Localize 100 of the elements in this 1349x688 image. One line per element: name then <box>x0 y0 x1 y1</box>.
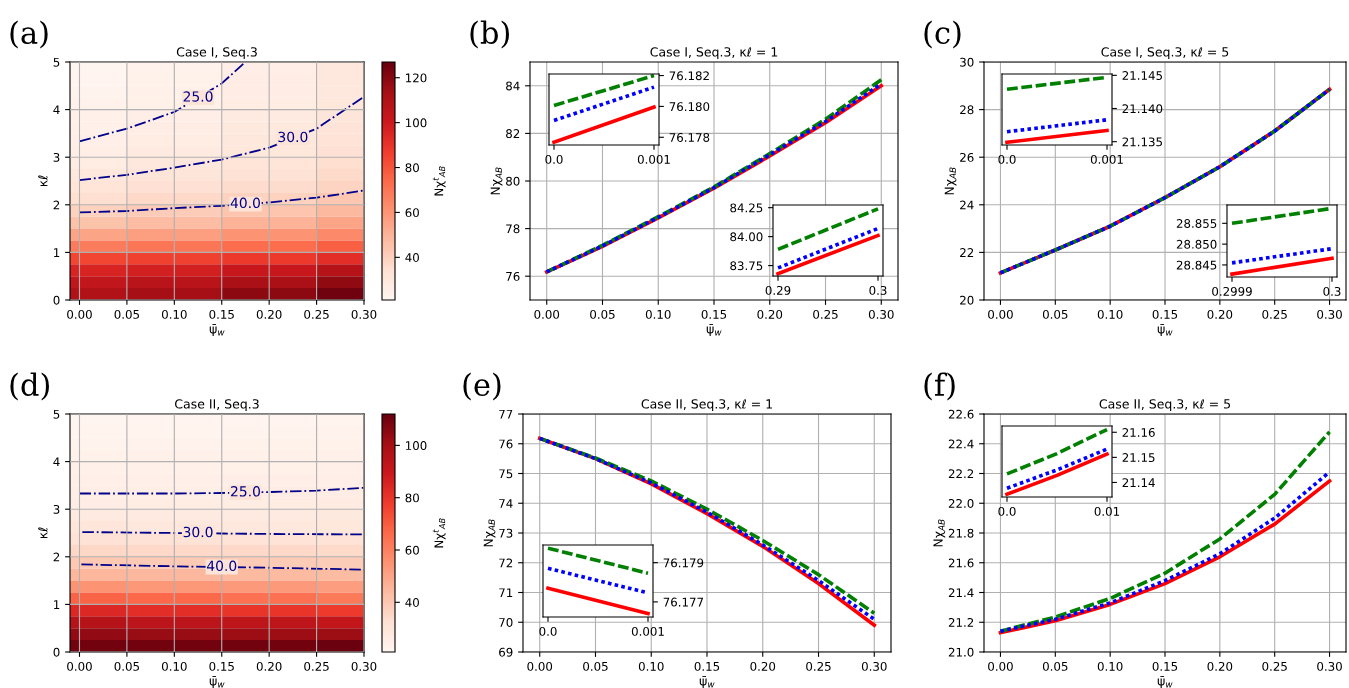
y2-tick-label: 21.140 <box>1122 104 1163 114</box>
x-tick-label: 0.30 <box>861 661 887 671</box>
y-tick-label: 4 <box>53 105 60 115</box>
x-tick-label: 0.001 <box>631 626 664 636</box>
y-tick-label: 22.0 <box>948 498 974 508</box>
y-axis-title: κℓ <box>38 527 48 539</box>
y-tick-label: 28.845 <box>1176 260 1217 270</box>
x-tick-label: 0.20 <box>256 661 282 671</box>
y-tick-label: 20 <box>960 295 974 305</box>
x-axis-title: ψ̄$_{w}$ <box>1157 324 1173 336</box>
y-tick-label: 84.25 <box>730 203 763 213</box>
y-tick-label: 72 <box>499 558 513 568</box>
line-series <box>78 189 364 214</box>
text: (a) <box>10 20 48 49</box>
x-tick-label: 0.15 <box>1152 661 1178 671</box>
x-tick-label: 0.00 <box>527 661 553 671</box>
y-tick-label: 1 <box>54 600 60 609</box>
y2-tick-label: 21.14 <box>1122 478 1155 487</box>
y-tick-label: 21.2 <box>948 617 974 627</box>
line-series <box>78 62 247 143</box>
y-tick-label: 1 <box>54 248 60 257</box>
x-tick-label: 0.3 <box>1323 286 1341 296</box>
y-tick-label: 28.850 <box>1176 239 1217 249</box>
x-axis-title: ψ̄$_{w}$ <box>699 676 715 688</box>
y-tick-label: 76 <box>506 271 520 281</box>
x-tick-label: 0.20 <box>750 661 776 671</box>
x-tick-label: 0.10 <box>161 309 187 319</box>
x-tick-label: 0.0 <box>998 506 1016 516</box>
chart-title: Case II, Seq.3, κℓ = 5 <box>1099 399 1231 412</box>
x-tick-label: 0.20 <box>256 309 282 319</box>
x-tick-label: 0.00 <box>988 309 1013 319</box>
y-tick-label: 74 <box>499 499 513 508</box>
y-tick-label: 28.855 <box>1176 219 1217 228</box>
y-tick-label: 78 <box>506 224 520 234</box>
x-tick-label: 0.10 <box>1097 309 1123 319</box>
y-axis-title: Nχ$_{AB}$ <box>944 167 957 195</box>
y-tick-label: 83.75 <box>730 261 763 271</box>
y-tick-label: 30 <box>960 57 974 67</box>
x-tick-label: 0.10 <box>638 661 664 671</box>
y2-tick-label: 21.135 <box>1122 137 1162 147</box>
color-bar-label: 120 <box>406 73 427 83</box>
annotation: 40.0 <box>206 560 237 572</box>
x-tick-label: 0.30 <box>351 661 377 671</box>
y-tick-label: 22.2 <box>948 469 974 478</box>
color-bar-label: 100 <box>406 441 427 451</box>
x-tick-label: 0.25 <box>304 309 329 319</box>
x-tick-label: 0.25 <box>813 309 838 319</box>
x-axis-title: ψ̄$_{w}$ <box>209 324 225 336</box>
x-tick-label: 0.001 <box>1090 154 1123 164</box>
y-tick-label: 82 <box>506 129 520 139</box>
x-tick-label: 0.05 <box>1042 309 1068 319</box>
y-axis-title: Nχ$_{AB}$ <box>933 519 946 547</box>
y-tick-label: 26 <box>960 152 974 162</box>
x-tick-label: 0.10 <box>645 309 671 319</box>
y-tick-label: 73 <box>499 528 513 538</box>
color-bar-label: 80 <box>405 163 419 173</box>
y-tick-label: 71 <box>499 588 513 597</box>
x-tick-label: 0.15 <box>701 309 727 319</box>
y2-tick-label: 76.180 <box>669 102 710 112</box>
text: (b) <box>470 20 509 49</box>
y-tick-label: 2 <box>53 552 60 562</box>
y-tick-label: 77 <box>499 409 513 419</box>
color-bar-label: 60 <box>405 545 419 555</box>
x-tick-label: 0.20 <box>1207 309 1233 319</box>
y-tick-label: 80 <box>506 176 520 186</box>
x-tick-label: 0.01 <box>1094 506 1120 516</box>
y-tick-label: 0 <box>53 295 60 305</box>
x-tick-label: 0.00 <box>988 661 1013 671</box>
y-axis-title: κℓ <box>38 175 48 187</box>
y-tick-label: 22 <box>960 248 974 257</box>
y2-tick-label: 76.177 <box>663 597 704 607</box>
y-axis-title: Nχ$_{AB}$ <box>483 519 496 547</box>
x-tick-label: 0.30 <box>868 309 894 319</box>
x-tick-label: 0.15 <box>1152 309 1178 319</box>
x-tick-label: 0.10 <box>161 661 187 671</box>
x-tick-label: 0.30 <box>1317 309 1342 319</box>
text: (c) <box>924 20 961 49</box>
color-bar-label: 100 <box>406 118 427 128</box>
y-tick-label: 4 <box>53 457 60 467</box>
chart-title: Case I, Seq.3 <box>176 47 257 60</box>
color-bar-label: 40 <box>405 253 419 262</box>
x-tick-label: 0.3 <box>869 285 887 295</box>
y-tick-label: 3 <box>53 152 60 162</box>
y2-tick-label: 21.16 <box>1122 428 1155 437</box>
x-tick-label: 0.0 <box>545 154 563 164</box>
y-tick-label: 2 <box>53 200 60 210</box>
text: (f) <box>924 372 955 401</box>
x-tick-label: 0.0 <box>998 154 1016 164</box>
x-tick-label: 0.05 <box>114 661 140 671</box>
x-tick-label: 0.05 <box>1042 661 1068 671</box>
text: (d) <box>10 372 49 401</box>
x-tick-label: 0.0 <box>539 626 557 636</box>
y-tick-label: 0 <box>53 647 60 657</box>
x-axis-title: ψ̄$_{w}$ <box>209 676 225 688</box>
x-tick-label: 0.05 <box>583 661 608 671</box>
y2-tick-label: 21.15 <box>1122 453 1155 463</box>
x-tick-label: 0.15 <box>209 309 234 319</box>
line-series <box>998 87 1332 275</box>
y-tick-label: 5 <box>53 57 60 67</box>
y-tick-label: 22.6 <box>948 409 974 419</box>
